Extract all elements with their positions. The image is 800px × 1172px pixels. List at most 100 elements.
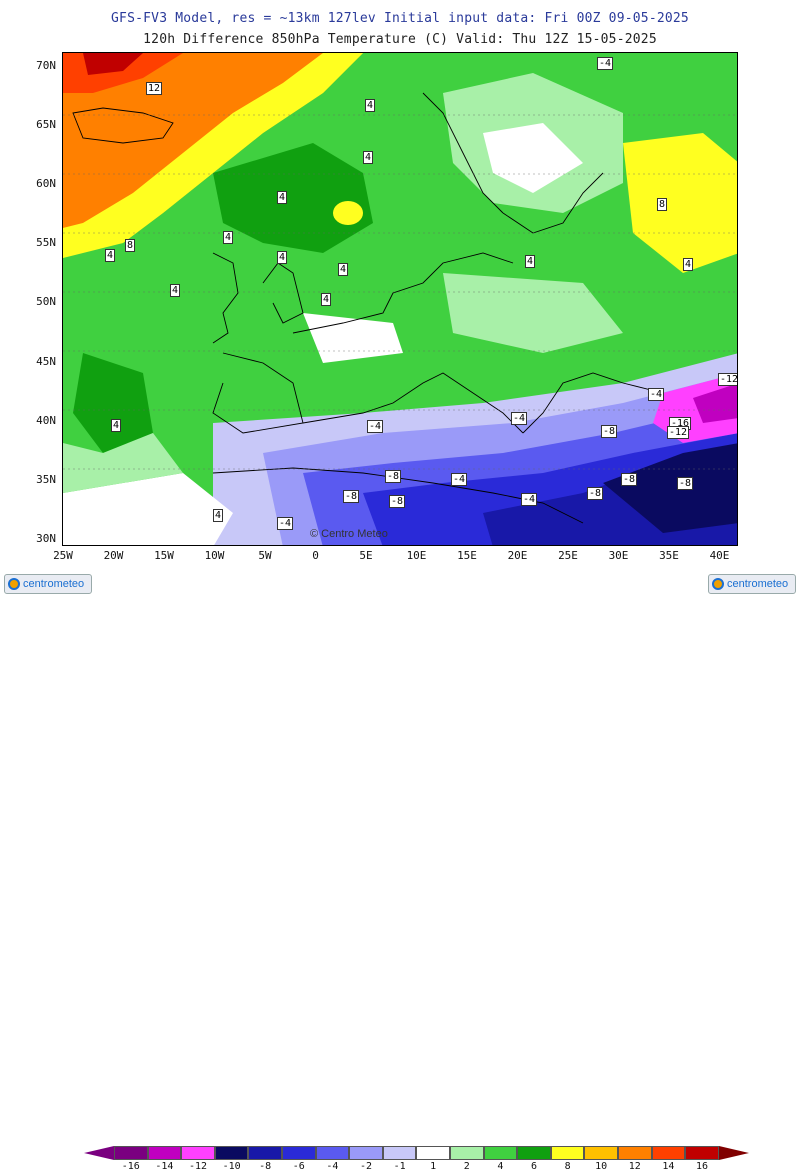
latitude-tick-label: 35N: [36, 472, 56, 486]
legend-color-box: [382, 1146, 417, 1160]
legend-color-box: [349, 1146, 383, 1160]
contour-label: -4: [277, 517, 294, 530]
legend-color-box: [550, 1146, 585, 1160]
latitude-tick-label: 65N: [36, 118, 56, 132]
latitude-tick-label: 55N: [36, 236, 56, 250]
color-legend: -16 -14 -12 -10 -8 -6 -4 -2 -1 1 2 4 6 8 10 12 14 16: [0, 572, 800, 1172]
legend-tick-label: 14: [662, 1161, 675, 1172]
contour-label: -4: [451, 473, 468, 486]
longitude-tick-label: 35E: [659, 549, 679, 562]
longitude-tick-label: 40E: [709, 549, 730, 562]
legend-color-box: [315, 1146, 350, 1160]
legend-color-box: [584, 1146, 618, 1160]
longitude-tick-label: 15W: [154, 549, 174, 562]
contour-label: 4: [277, 191, 288, 204]
contour-label: 4: [170, 284, 181, 297]
contour-label: -8: [343, 490, 360, 503]
contour-label: 4: [525, 255, 536, 268]
legend-tick-label: -6: [292, 1161, 305, 1172]
contour-label: 4: [105, 249, 116, 262]
contour-label: 4: [111, 419, 122, 432]
contour-label: -12: [718, 373, 737, 386]
logo-icon: [712, 578, 724, 591]
legend-color-box: [517, 1146, 551, 1160]
legend-color-box: [450, 1146, 484, 1160]
longitude-tick-label: 25E: [558, 549, 578, 562]
legend-tick-label: 6: [530, 1161, 538, 1172]
latitude-tick-label: 50N: [36, 295, 56, 309]
contour-label: -4: [597, 57, 614, 70]
legend-tick-label: 2: [463, 1161, 470, 1172]
contour-label: -8: [587, 487, 604, 500]
centrometeo-logo-left[interactable]: centrometeo: [4, 574, 92, 594]
contour-label: -12: [667, 426, 690, 439]
legend-color-box: [651, 1146, 686, 1160]
title-line-2: 120h Difference 850hPa Temperature (C) V…: [143, 32, 657, 47]
contour-label: -4: [511, 412, 528, 425]
legend-color-box: [282, 1146, 316, 1160]
legend-tick-label: -10: [222, 1161, 241, 1172]
legend-tick-label: 12: [628, 1161, 641, 1172]
contour-label: -8: [385, 470, 402, 483]
contour-label: -8: [389, 495, 406, 508]
longitude-tick-label: 5E: [359, 549, 373, 562]
contour-label: 4: [223, 231, 234, 244]
contour-label: -8: [621, 473, 638, 486]
contour-label: 4: [365, 99, 376, 112]
longitude-tick-label: 20W: [103, 549, 124, 562]
latitude-tick-label: 45N: [36, 354, 56, 368]
legend-tick-label: -16: [121, 1161, 140, 1172]
legend-color-box: [214, 1146, 249, 1160]
contour-label: 4: [683, 258, 694, 271]
legend-tick-label: 16: [695, 1161, 709, 1172]
contour-label: 4: [277, 251, 288, 264]
longitude-tick-label: 0: [312, 549, 319, 562]
legend-color-box: [114, 1146, 148, 1160]
longitude-tick-label: 5W: [258, 549, 272, 562]
legend-color-box: [483, 1146, 518, 1160]
latitude-tick-label: 60N: [36, 177, 56, 191]
legend-tick-label: 1: [430, 1161, 437, 1172]
latitude-tick-label: 70N: [36, 59, 56, 72]
legend-tick-label: -8: [259, 1161, 272, 1172]
contour-label: 12: [146, 82, 163, 95]
title-line-1: GFS-FV3 Model, res = ~13km 127lev Initia…: [111, 11, 689, 26]
longitude-tick-label: 10W: [204, 549, 225, 562]
centrometeo-logo-right[interactable]: centrometeo: [708, 574, 796, 594]
logo-text: centrometeo: [727, 578, 789, 590]
legend-tick-label: 10: [595, 1161, 608, 1172]
legend-color-box: [248, 1146, 282, 1160]
contour-label: -4: [648, 388, 665, 401]
temperature-difference-map: 12 4 -4 4 8 4 8 4 4 4 4 4 4 4 4 -4 -12 -…: [62, 52, 738, 546]
contour-label: -4: [367, 420, 384, 433]
legend-tick-label: 8: [564, 1161, 571, 1172]
logo-text: centrometeo: [23, 578, 85, 590]
contour-label: -8: [677, 477, 694, 490]
contour-label: 8: [657, 198, 668, 211]
longitude-tick-label: 25W: [53, 549, 73, 562]
legend-under-arrow: [84, 1146, 114, 1160]
map-svg: [63, 53, 737, 545]
legend-color-box: [618, 1146, 652, 1160]
legend-tick-label: -2: [359, 1161, 373, 1172]
legend-color-box: [416, 1146, 450, 1160]
legend-color-box: [181, 1146, 215, 1160]
contour-label: 4: [321, 293, 332, 306]
longitude-tick-label: 20E: [507, 549, 528, 562]
longitude-tick-label: 15E: [457, 549, 477, 562]
contour-label: 4: [213, 509, 224, 522]
longitude-tick-label: 10E: [406, 549, 427, 562]
legend-color-box: [147, 1146, 182, 1160]
latitude-tick-label: 30N: [36, 531, 56, 545]
legend-tick-label: -4: [326, 1161, 339, 1172]
legend-tick-label: 4: [497, 1161, 504, 1172]
watermark: © Centro Meteo: [310, 528, 388, 540]
legend-color-box: [685, 1146, 719, 1160]
legend-tick-label: -14: [155, 1161, 174, 1172]
contour-label: -8: [601, 425, 618, 438]
contour-label: 4: [363, 151, 374, 164]
logo-icon: [8, 578, 20, 591]
legend-over-arrow: [718, 1146, 749, 1160]
legend-tick-label: -1: [393, 1161, 406, 1172]
contour-label: 4: [338, 263, 349, 276]
